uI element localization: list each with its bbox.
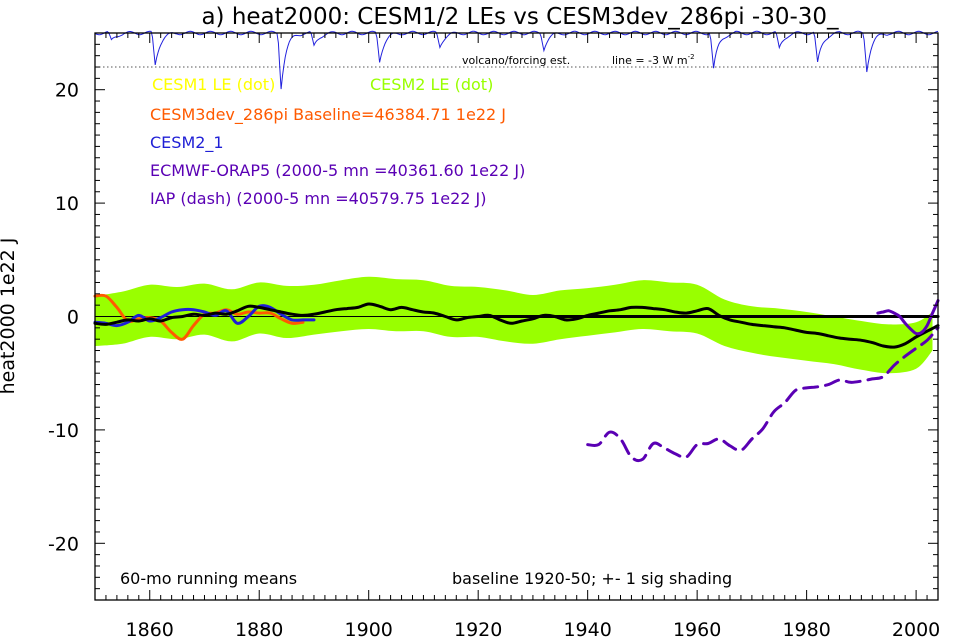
- volcano-line-label-sup: -2: [688, 53, 695, 61]
- chart-title: a) heat2000: CESM1/2 LEs vs CESM3dev_286…: [201, 4, 839, 30]
- plot-area: [93, 30, 940, 463]
- y-tick-label: 20: [55, 80, 79, 102]
- axis-ticks: 1860 1880 1900 1920 1940 1960 1980 2000 -20 -10 0 1…: [48, 32, 940, 641]
- x-tick-label: 2000: [892, 619, 940, 641]
- x-tick-label: 1880: [235, 619, 283, 641]
- y-tick-label: -10: [48, 420, 79, 442]
- series-iap-dash: [586, 326, 940, 463]
- series-ecmwf-orap5: [876, 299, 940, 336]
- series-ensemble-mean: [93, 302, 940, 349]
- volcano-line-label-text: line = -3 W m: [612, 54, 688, 67]
- legend-item-ecmwf-orap5: ECMWF-ORAP5 (2000-5 mn =40361.60 1e22 J): [150, 161, 525, 180]
- x-tick-label: 1860: [126, 619, 174, 641]
- x-tick-label: 1920: [454, 619, 502, 641]
- volcano-line-label: line = -3 W m-2: [612, 53, 695, 67]
- legend: CESM1 LE (dot) CESM2 LE (dot) CESM3dev_2…: [150, 75, 525, 208]
- x-tick-label: 1900: [345, 619, 393, 641]
- legend-item-cesm2-1: CESM2_1: [150, 133, 224, 153]
- legend-item-cesm2-le: CESM2 LE (dot): [370, 75, 493, 94]
- volcano-label: volcano/forcing est.: [462, 54, 570, 67]
- x-tick-label: 1960: [673, 619, 721, 641]
- x-tick-label: 1940: [563, 619, 611, 641]
- y-tick-label: -20: [48, 533, 79, 555]
- y-tick-label: 0: [67, 307, 79, 329]
- running-means-note: 60-mo running means: [120, 569, 297, 588]
- x-tick-label: 1980: [782, 619, 830, 641]
- baseline-note: baseline 1920-50; +- 1 sig shading: [452, 569, 732, 588]
- legend-item-iap: IAP (dash) (2000-5 mn =40579.75 1e22 J): [150, 189, 486, 208]
- series-cesm2-le-shading: [95, 276, 933, 374]
- legend-item-cesm3dev: CESM3dev_286pi Baseline=46384.71 1e22 J: [150, 105, 506, 125]
- y-axis-label: heat2000 1e22 J: [0, 238, 19, 395]
- y-tick-label: 10: [55, 193, 79, 215]
- legend-item-cesm1-le: CESM1 LE (dot): [152, 75, 275, 94]
